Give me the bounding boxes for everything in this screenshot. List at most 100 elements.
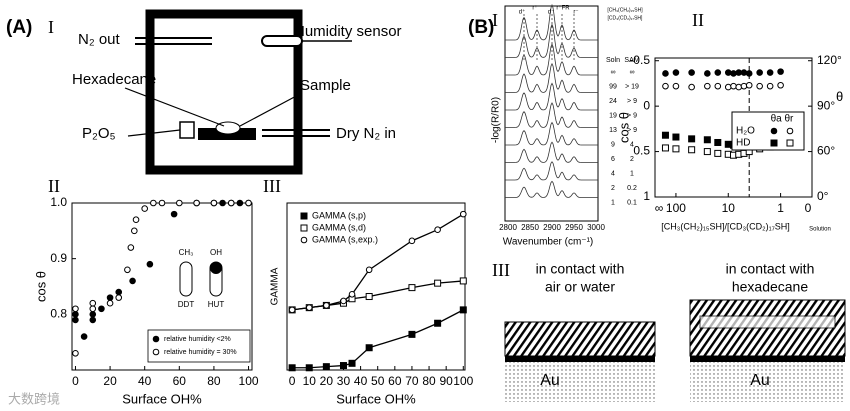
marker: [459, 306, 467, 314]
table-cell: ∞: [611, 69, 616, 76]
marker: [152, 348, 160, 356]
marker: [124, 266, 131, 274]
legend-header: θa θr: [771, 114, 794, 125]
table-column: Soln: [606, 57, 620, 64]
panel-numeral: III: [492, 260, 510, 280]
table-cell: 2: [611, 185, 615, 192]
spectrum-curve: [505, 3, 598, 41]
spectra-frame: [504, 5, 599, 222]
spectra-tick-label: 2900: [543, 223, 561, 232]
marker: [348, 359, 356, 367]
spectrum-curve: [505, 62, 598, 93]
marker: [72, 305, 79, 313]
legend-label: GAMMA (s,d): [312, 222, 366, 232]
spectra-tick-label: 3000: [587, 223, 605, 232]
marker: [735, 83, 743, 91]
spectrum-curve: [505, 180, 598, 198]
marker: [786, 139, 794, 147]
marker: [662, 82, 669, 90]
marker: [730, 82, 737, 90]
marker: [714, 82, 722, 90]
marker: [688, 69, 695, 76]
marker: [300, 212, 308, 220]
marker: [672, 82, 680, 90]
table-cell: 4: [630, 141, 634, 148]
model-caption: in contact with: [536, 261, 625, 277]
marker: [408, 237, 416, 245]
marker: [348, 290, 356, 298]
marker: [210, 199, 218, 207]
marker: [152, 335, 160, 343]
marker: [724, 83, 732, 91]
peak-label: d⁺: [519, 9, 526, 16]
spectrum-curve: [505, 141, 598, 163]
marker: [766, 69, 774, 76]
apparatus-label: P₂O₅: [82, 125, 116, 142]
marker: [170, 210, 178, 218]
marker: [300, 224, 308, 232]
y-tick-label: 0.8: [50, 307, 67, 321]
marker: [704, 82, 711, 90]
table-cell: > 9: [627, 112, 637, 119]
peak-label: r⁻: [573, 10, 578, 16]
marker: [146, 260, 154, 268]
table-cell: 1: [630, 170, 634, 177]
x-tick-label: 50: [371, 374, 385, 388]
marker: [434, 319, 442, 327]
marker: [770, 139, 778, 147]
marker: [661, 144, 669, 152]
marker: [106, 294, 114, 301]
marker: [434, 279, 442, 287]
chart-numeral: II: [48, 176, 60, 196]
table-header: [CH₃(CH₂)₁₅SH]: [607, 7, 643, 13]
marker: [365, 293, 373, 301]
marker: [106, 299, 114, 307]
x-tick-label: 10: [303, 374, 317, 388]
x-tick-label: 100: [453, 374, 473, 388]
marker: [661, 131, 669, 139]
spectrum-curve: [505, 121, 598, 146]
spectrum-curve: [505, 102, 598, 128]
apparatus-label: N₂ out: [78, 31, 121, 48]
table-cell: 2: [630, 156, 634, 163]
chart: II [CH₃(CH₂)₁₅SH]/[CD₃(CD₂)₁₇SH] Solution c…: [616, 10, 843, 232]
y2-tick-label: 0°: [817, 189, 829, 203]
y-axis-label: cos θ: [33, 271, 48, 302]
watermark: 大数跨境: [8, 391, 60, 406]
marker: [459, 277, 467, 285]
marker: [127, 244, 135, 251]
spectrum-curve: [505, 161, 598, 181]
panel-label: (A): [6, 17, 32, 38]
marker: [288, 306, 296, 314]
x-tick-label: 80: [422, 374, 436, 388]
inset-label: CH₃: [179, 248, 194, 257]
legend-label: relative humidity = 30%: [164, 349, 237, 356]
marker: [714, 138, 722, 146]
y-tick-label: 1: [643, 189, 650, 203]
table-cell: > 9: [627, 127, 637, 134]
y2-tick-label: 90°: [817, 98, 835, 112]
panel-numeral: I: [48, 17, 54, 37]
plot-frame: [654, 57, 813, 198]
marker: [72, 350, 79, 357]
marker: [322, 363, 330, 371]
x-tick-label: 60: [388, 374, 402, 388]
x-end-label: 0: [805, 201, 812, 215]
table-cell: 9: [611, 141, 615, 148]
chart: II Surface OH% cos θ 0 20 40 60 80 100 0.8 0.9 1.0 r…: [33, 176, 258, 406]
x-axis-label: Surface OH%: [122, 391, 202, 406]
y2-axis-label: θ: [836, 89, 843, 104]
table-header: [CD₃(CD₂)₁₇SH]: [608, 15, 643, 21]
apparatus-label: Hexadecane: [72, 71, 156, 88]
marker: [89, 311, 97, 318]
y2-tick-label: 120°: [817, 53, 842, 67]
y-tick-label: 1.0: [50, 195, 67, 209]
marker: [703, 148, 711, 156]
inset-label: DDT: [178, 300, 195, 309]
x-tick-label: 40: [354, 374, 368, 388]
marker: [89, 299, 97, 307]
panel-numeral: I: [492, 10, 498, 30]
marker: [300, 236, 308, 244]
marker: [80, 333, 88, 340]
marker: [72, 311, 79, 318]
